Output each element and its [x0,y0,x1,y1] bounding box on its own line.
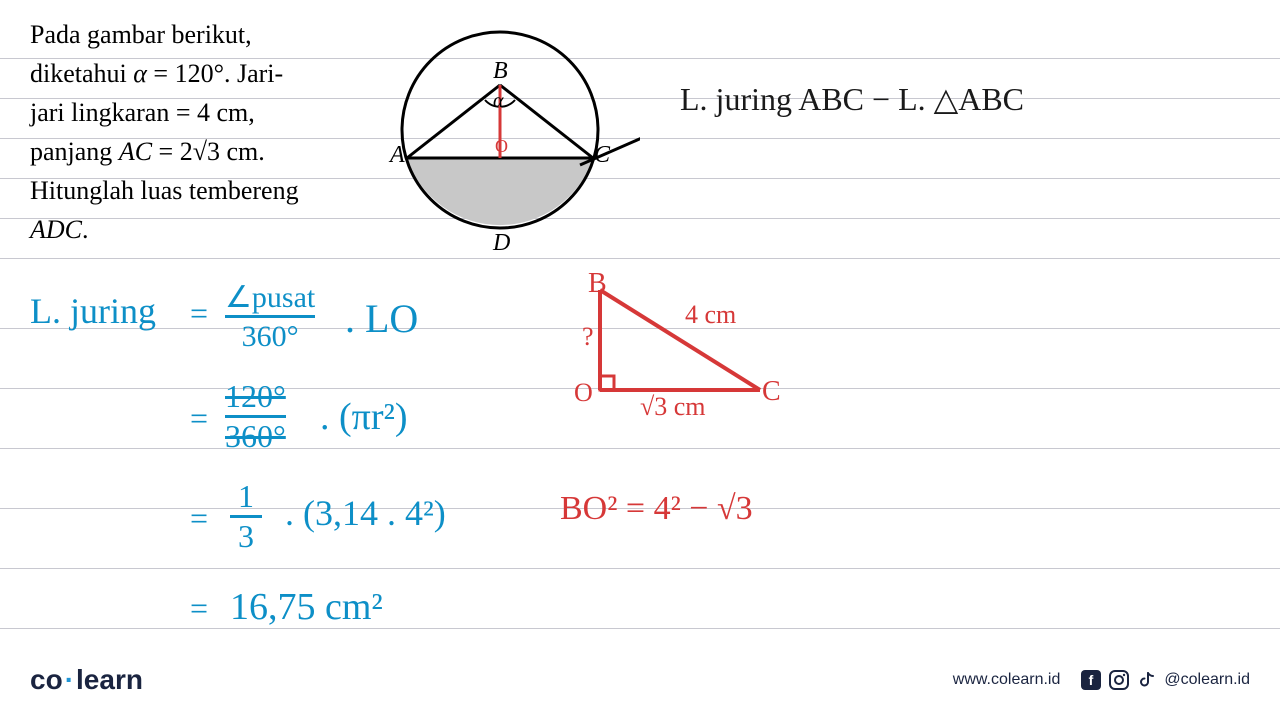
label-d: D [493,230,510,257]
tri-base-label: √3 cm [640,392,706,422]
line-bc [500,85,593,158]
blue-lo: . LO [345,295,418,342]
blue-frac3: 1 3 [230,478,262,555]
problem-alpha: α [133,59,147,88]
tri-qmark: ? [582,322,594,352]
tri-label-b: B [588,268,607,300]
label-a: A [390,142,405,169]
problem-line2a: diketahui [30,59,133,88]
line-ab [407,85,500,158]
blue-frac3-den: 3 [230,515,262,555]
footer-url: www.colearn.id [953,671,1061,689]
diagram-svg [380,20,640,260]
blue-frac2: 120° 360° [225,378,286,455]
label-c: C [594,142,610,169]
blue-frac1-den: 360° [225,315,315,354]
problem-adc: ADC [30,215,82,244]
logo: co·learn [30,664,143,696]
problem-ac: AC [119,137,152,166]
footer-handle: @colearn.id [1164,671,1250,689]
svg-text:f: f [1089,672,1094,688]
annotation-top-right: L. juring ABC − L. △ABC [680,80,1024,118]
circle-diagram: A B C D α O [380,20,640,265]
tri-label-c: C [762,376,781,408]
blue-frac2-num: 120° [225,378,286,415]
label-alpha: α [493,90,504,113]
blue-eq3: = [190,500,208,537]
blue-314: . (3,14 . 4²) [285,492,446,534]
problem-line4a: panjang [30,137,119,166]
social-icons: f @colearn.id [1080,669,1250,691]
problem-line5: Hitunglah luas tembereng [30,176,299,205]
problem-text: Pada gambar berikut, diketahui α = 120°.… [30,15,360,249]
blue-frac2-den: 360° [225,415,286,455]
problem-line6b: . [82,215,89,244]
footer-right: www.colearn.id f @colearn.id [953,669,1250,691]
label-o: O [495,136,508,157]
blue-pir2: . (πr²) [320,395,408,439]
problem-line3: jari lingkaran = 4 cm, [30,98,255,127]
blue-eq2: = [190,400,208,437]
footer: co·learn www.colearn.id f @colearn.id [0,660,1280,700]
tri-hyp-label: 4 cm [685,300,736,330]
label-b: B [493,58,508,85]
facebook-icon: f [1080,669,1102,691]
problem-line2b: = 120°. Jari- [147,59,283,88]
tiktok-icon [1136,669,1158,691]
blue-eq4: = [190,590,208,627]
blue-frac1-num: ∠pusat [225,280,315,315]
blue-result: 16,75 cm² [230,585,383,629]
segment-fill [407,158,593,225]
right-angle [600,376,614,390]
problem-line4b: = 2√3 cm. [152,137,265,166]
blue-frac3-num: 1 [230,478,262,515]
blue-eq1: = [190,295,208,332]
tri-label-o: O [574,378,593,408]
instagram-icon [1108,669,1130,691]
problem-line1: Pada gambar berikut, [30,20,252,49]
red-equation: BO² = 4² − √3 [560,490,753,528]
blue-frac1: ∠pusat 360° [225,280,315,354]
blue-ljuring: L. juring [30,290,156,332]
red-triangle: B O C ? 4 cm √3 cm [580,280,800,415]
